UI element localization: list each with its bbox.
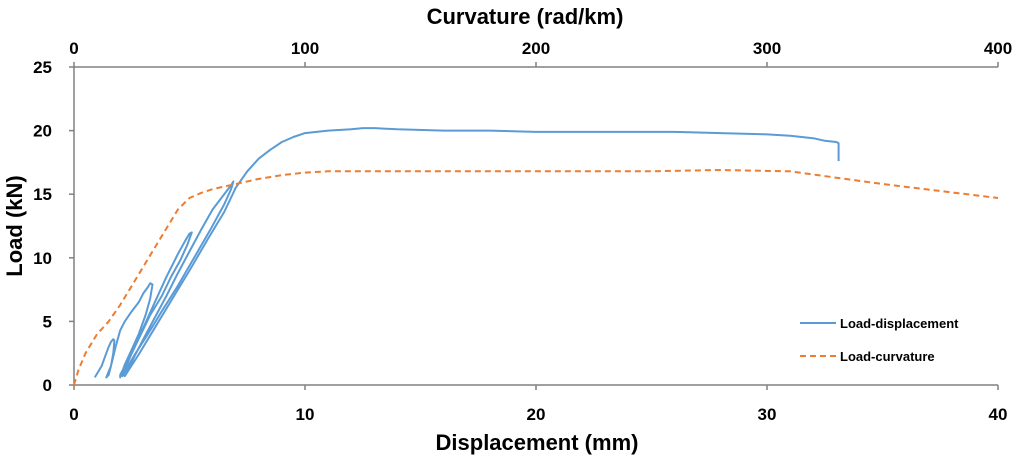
legend-label-load-curvature: Load-curvature (840, 349, 935, 364)
x-tick-label: 40 (989, 405, 1008, 424)
y-tick-label: 25 (33, 58, 52, 77)
series-layer (73, 127, 999, 386)
y-tick-label: 10 (33, 249, 52, 268)
legend-label-load-displacement: Load-displacement (840, 316, 959, 331)
x-tick-label: 0 (69, 405, 78, 424)
series-line-load-curvature (73, 169, 999, 386)
legend: Load-displacement Load-curvature (800, 316, 959, 364)
x-tick-label: 20 (527, 405, 546, 424)
x-tick-label: 30 (758, 405, 777, 424)
x2-tick-label: 0 (69, 39, 78, 58)
y-tick-label: 20 (33, 122, 52, 141)
series-line-load-displacement (93, 127, 840, 379)
y-tick-label: 5 (43, 312, 52, 331)
x2-tick-label: 100 (291, 39, 319, 58)
y-tick-label: 15 (33, 185, 52, 204)
x2-tick-label: 300 (753, 39, 781, 58)
x-tick-label: 10 (296, 405, 315, 424)
x-axis-title: Displacement (mm) (436, 430, 639, 455)
x2-axis-title: Curvature (rad/km) (427, 4, 624, 29)
y-tick-label: 0 (43, 376, 52, 395)
y-axis-title: Load (kN) (2, 175, 27, 276)
x2-tick-label: 400 (984, 39, 1012, 58)
x2-tick-label: 200 (522, 39, 550, 58)
